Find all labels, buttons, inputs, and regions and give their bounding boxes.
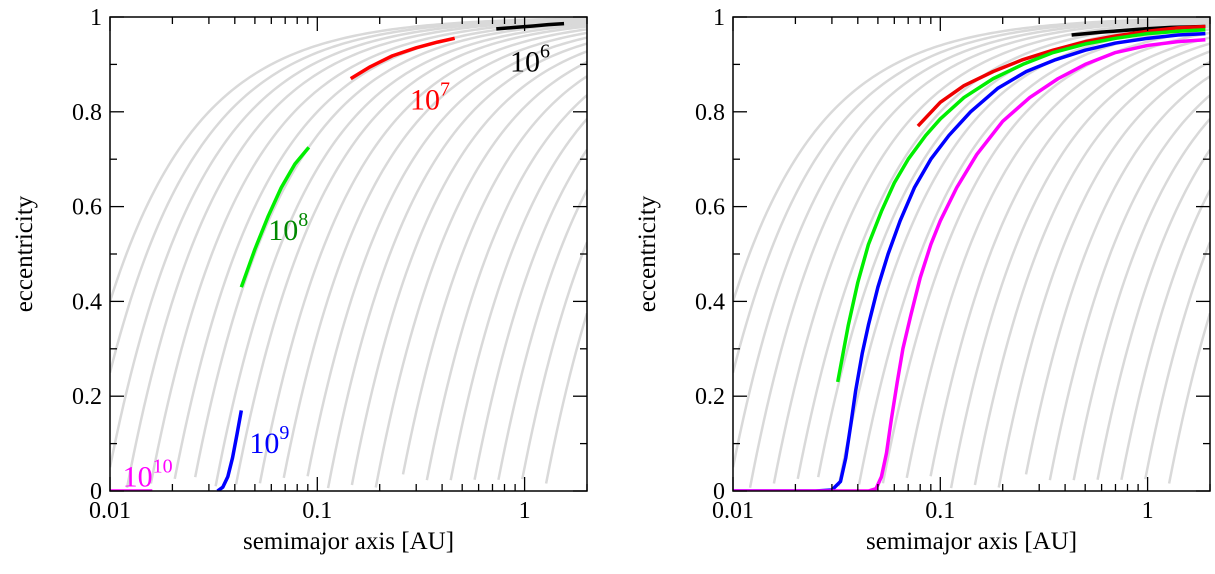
background-curve xyxy=(350,50,587,486)
background-curve xyxy=(149,19,587,484)
y-axis-title: eccentricity xyxy=(11,195,38,312)
plot-frame xyxy=(109,16,588,492)
background-curve xyxy=(374,60,587,488)
plot-frame xyxy=(732,16,1211,492)
y-tick-label: 0.2 xyxy=(72,384,102,410)
background-curve xyxy=(425,94,587,481)
y-tick-label: 0.6 xyxy=(72,195,102,221)
series-line-3 xyxy=(239,146,311,288)
y-tick-label: 0.4 xyxy=(695,289,725,315)
curve-label: 1010 xyxy=(123,455,173,493)
background-curve xyxy=(234,25,587,485)
x-tick-label: 1 xyxy=(1142,498,1154,524)
y-tick-label: 0.2 xyxy=(695,384,725,410)
series-line-1 xyxy=(496,21,565,31)
background-curve xyxy=(973,50,1210,486)
background-curve xyxy=(857,25,1210,485)
background-curves xyxy=(110,17,587,489)
y-tick-label: 0.8 xyxy=(72,100,102,126)
y-tick-label: 0 xyxy=(713,479,725,505)
background-curve xyxy=(125,18,587,488)
background-curve xyxy=(1120,189,1210,481)
series-group xyxy=(110,21,565,491)
x-tick-label: 0.1 xyxy=(925,498,955,524)
background-curve xyxy=(544,312,587,484)
background-curve xyxy=(521,241,587,480)
series-group xyxy=(733,24,1206,491)
curve-label: 109 xyxy=(249,422,289,460)
series-line-4 xyxy=(733,31,1206,491)
curve-label: 106 xyxy=(510,41,550,79)
background-curve xyxy=(1024,75,1210,475)
background-curve xyxy=(1167,312,1210,484)
background-curve xyxy=(772,19,1210,484)
y-tick-label: 0.6 xyxy=(695,195,725,221)
y-tick-label: 0 xyxy=(90,479,102,505)
background-curve xyxy=(306,36,587,477)
background-curve xyxy=(110,18,587,468)
background-curve xyxy=(837,23,1210,487)
background-curve xyxy=(1144,241,1210,480)
background-curve xyxy=(258,28,587,484)
x-tick-label: 0.1 xyxy=(302,498,332,524)
series-line-4 xyxy=(216,410,244,491)
background-curve xyxy=(282,31,587,479)
background-curve xyxy=(473,149,587,480)
curve-label: 108 xyxy=(268,209,308,247)
series-line-5 xyxy=(733,38,1206,491)
series-line-3 xyxy=(835,28,1206,383)
x-tick-label: 1 xyxy=(519,498,531,524)
y-tick-label: 1 xyxy=(713,5,725,31)
background-curve xyxy=(733,18,1210,468)
y-axis-title: eccentricity xyxy=(634,195,661,312)
background-curve xyxy=(748,18,1210,488)
background-curve xyxy=(949,42,1210,489)
background-curve xyxy=(1072,118,1210,481)
background-curves xyxy=(733,17,1210,489)
background-curve xyxy=(881,28,1210,484)
y-tick-label: 1 xyxy=(90,5,102,31)
x-tick-label: 0.01 xyxy=(712,498,754,524)
y-tick-label: 0.8 xyxy=(695,100,725,126)
y-tick-label: 0.4 xyxy=(72,289,102,315)
x-axis-title: semimajor axis [AU] xyxy=(866,528,1077,555)
series-line-2 xyxy=(916,24,1206,128)
panel-2: 0 0.2 0.4 0.6 0.8 1 0.01 0.1 1 semimajor axis [AU… xyxy=(634,5,1211,555)
x-tick-label: 0.01 xyxy=(89,498,131,524)
background-curve xyxy=(497,189,587,481)
background-curve xyxy=(1048,94,1210,481)
curve-label: 107 xyxy=(410,78,450,116)
background-curve xyxy=(929,36,1210,477)
background-curve xyxy=(733,17,1210,373)
series-line-2 xyxy=(349,36,456,81)
background-curve xyxy=(326,42,587,489)
background-curve xyxy=(796,20,1210,480)
x-axis-title: semimajor axis [AU] xyxy=(243,528,454,555)
background-curve xyxy=(401,75,587,475)
background-curve xyxy=(449,118,587,481)
background-curve xyxy=(214,23,587,487)
background-curve xyxy=(997,60,1210,488)
panel-1: 0 0.2 0.4 0.6 0.8 1 0.01 0.1 1 semimajor axis [AU… xyxy=(11,5,588,555)
background-curve xyxy=(1096,149,1210,480)
